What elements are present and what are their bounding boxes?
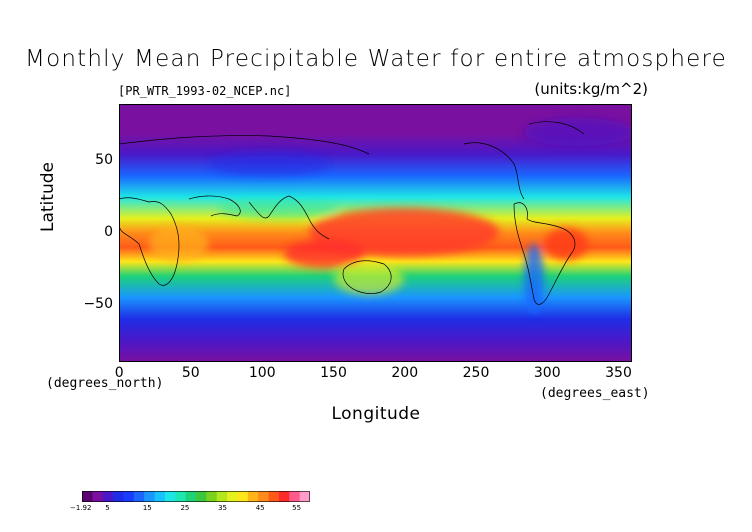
coastlines — [118, 121, 585, 305]
x-tick-label: 350 — [605, 365, 632, 381]
colorbar-tick-label: 25 — [180, 504, 190, 512]
north-america-coast — [463, 142, 525, 200]
colorbar-swatch — [299, 491, 311, 502]
x-tick-label: 250 — [462, 365, 490, 381]
colorbar-tick-label: 45 — [255, 504, 265, 512]
arctic-anomaly — [524, 118, 634, 146]
colorbar-swatch — [227, 491, 238, 502]
x-axis-label: Longitude — [331, 404, 421, 424]
colorbar-swatch — [154, 491, 166, 502]
y-axis-label: Latitude — [38, 162, 58, 232]
colorbar-swatch — [247, 491, 259, 502]
asia-anomaly — [209, 152, 329, 176]
south-america-coast — [513, 202, 576, 305]
x-tick-label: 300 — [533, 365, 561, 381]
colorbar-swatch — [216, 491, 228, 502]
colorbar-swatch — [92, 491, 104, 502]
y-tick-label: −50 — [83, 295, 113, 312]
colorbar-swatch — [175, 491, 187, 502]
colorbar-swatch — [144, 491, 156, 502]
colorbar-swatch — [206, 491, 218, 502]
colorbar-tick-label: 35 — [218, 504, 227, 512]
colorbar-svg — [82, 491, 311, 502]
australia-coast — [342, 260, 392, 294]
precipitable-water-map — [118, 104, 634, 362]
y-tick-label: 50 — [95, 152, 113, 169]
colorbar-tick-label: −1.92 — [70, 504, 92, 512]
y-axis-units: (degrees_north) — [46, 376, 164, 391]
x-tick-label: 200 — [391, 365, 419, 381]
warm-pool-anomaly — [309, 208, 499, 256]
x-tick-label: 0 — [114, 365, 124, 381]
units-label: (units:kg/m^2) — [534, 80, 648, 98]
chart-title: Monthly Mean Precipitable Water for enti… — [25, 46, 727, 72]
colorbar-swatch — [123, 491, 135, 502]
colorbar-swatch — [82, 491, 93, 502]
colorbar-swatch — [164, 491, 176, 502]
colorbar-swatch — [113, 491, 124, 502]
colorbar-frame — [82, 491, 310, 502]
colorbar-swatch — [102, 491, 114, 502]
colorbar-swatch — [258, 491, 270, 502]
colorbar-swatch — [133, 491, 145, 502]
colorbar-swatch — [185, 491, 197, 502]
south-asia-coast — [248, 195, 330, 240]
maritime-continent-anomaly — [284, 240, 364, 268]
regional-anomalies — [149, 118, 634, 314]
arabia-coast — [188, 195, 241, 217]
colorbar-swatch — [268, 491, 280, 502]
plot-frame — [119, 104, 632, 362]
colorbar-tick-label: 55 — [292, 504, 302, 512]
colorbar — [82, 487, 311, 502]
eurasia-coast — [118, 135, 370, 155]
colorbar-tick-label: 15 — [142, 504, 152, 512]
colorbar-swatch — [237, 491, 249, 502]
x-tick-label: 50 — [181, 365, 200, 381]
file-label: [PR_WTR_1993-02_NCEP.nc] — [118, 84, 292, 98]
x-axis-units: (degrees_east) — [540, 386, 650, 401]
y-tick-label: 0 — [104, 224, 113, 240]
africa-coast — [118, 197, 180, 286]
map-svg — [118, 104, 634, 362]
x-tick-label: 150 — [320, 365, 347, 381]
colorbar-swatch — [289, 491, 301, 502]
x-tick-label: 100 — [248, 365, 276, 381]
andes-anomaly — [524, 244, 544, 314]
australia-anomaly — [334, 263, 404, 295]
colorbar-swatch — [278, 491, 290, 502]
indian-ocean-anomaly — [219, 199, 339, 219]
colorbar-swatch — [196, 491, 207, 502]
colorbar-tick-label: 5 — [105, 504, 110, 512]
amazon-anomaly — [544, 228, 588, 260]
greenland-coast — [528, 121, 585, 135]
